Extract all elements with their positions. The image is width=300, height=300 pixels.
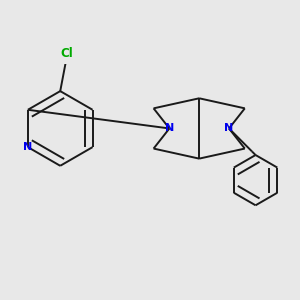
Text: N: N [224,124,234,134]
Text: Cl: Cl [60,47,73,60]
Text: N: N [165,124,174,134]
Text: N: N [23,142,32,152]
